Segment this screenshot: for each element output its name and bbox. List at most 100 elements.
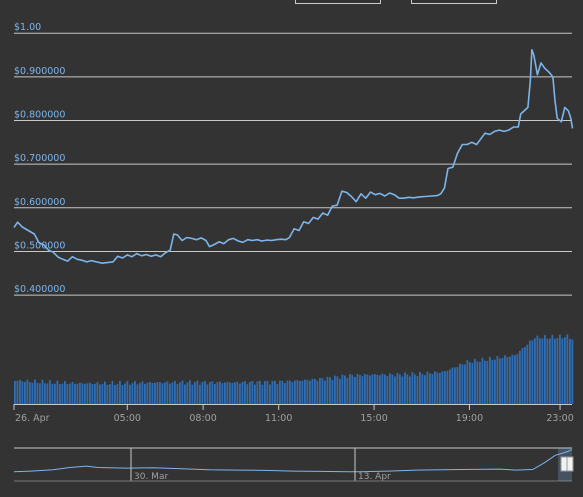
volume-bar bbox=[304, 379, 306, 404]
volume-bar bbox=[399, 374, 401, 404]
volume-bar bbox=[51, 383, 54, 404]
volume-bar bbox=[236, 381, 239, 404]
volume-bar bbox=[356, 373, 359, 404]
volume-bar bbox=[486, 360, 489, 404]
volume-bar bbox=[59, 384, 61, 404]
volume-bar bbox=[471, 362, 474, 404]
volume-bar bbox=[501, 358, 504, 404]
volume-bar bbox=[191, 384, 194, 404]
volume-bar bbox=[534, 338, 536, 404]
volume-bar bbox=[89, 382, 91, 404]
volume-bar bbox=[336, 376, 339, 404]
navigator[interactable]: 30. Mar 13. Apr bbox=[13, 447, 574, 482]
volume-bar bbox=[521, 348, 524, 404]
volume-bar bbox=[271, 380, 274, 404]
volume-bar bbox=[564, 337, 566, 404]
volume-bar bbox=[129, 384, 131, 404]
volume-bar bbox=[119, 380, 121, 404]
volume-bar bbox=[381, 373, 384, 404]
volume-bar bbox=[46, 383, 49, 404]
volume-bar bbox=[511, 354, 514, 404]
volume-bar bbox=[561, 338, 564, 404]
volume-bar bbox=[126, 380, 129, 404]
volume-bar bbox=[249, 381, 251, 404]
volume-bar bbox=[91, 384, 94, 404]
volume-bar bbox=[86, 383, 89, 404]
volume-bar bbox=[516, 353, 519, 404]
volume-bar bbox=[296, 380, 299, 404]
volume-bar bbox=[446, 370, 449, 404]
volume-bar bbox=[274, 380, 276, 404]
volume-bar bbox=[549, 338, 551, 404]
volume-bar bbox=[409, 376, 411, 404]
navigator-handle[interactable] bbox=[560, 456, 574, 472]
volume-bar bbox=[456, 367, 459, 404]
volume-bar bbox=[551, 334, 554, 404]
volume-bar bbox=[29, 382, 31, 404]
range-input-to[interactable] bbox=[411, 0, 497, 4]
volume-bar bbox=[104, 381, 106, 404]
volume-bar bbox=[384, 374, 386, 404]
volume-bar bbox=[316, 380, 319, 404]
volume-bar bbox=[474, 358, 476, 404]
volume-bar bbox=[434, 371, 436, 404]
volume-bar bbox=[354, 377, 356, 404]
volume-bar bbox=[54, 383, 56, 404]
volume-bar bbox=[309, 380, 311, 404]
volume-bar bbox=[349, 373, 351, 404]
volume-bar bbox=[21, 381, 24, 404]
volume-bar bbox=[401, 376, 404, 404]
navigator-handle-left[interactable] bbox=[560, 456, 568, 472]
volume-bar bbox=[346, 377, 349, 404]
volume-bar bbox=[429, 373, 431, 404]
volume-bar bbox=[69, 383, 71, 404]
volume-bar bbox=[221, 383, 224, 404]
volume-bar bbox=[251, 381, 254, 404]
volume-bar bbox=[269, 384, 271, 404]
volume-bar bbox=[166, 381, 169, 404]
volume-bar bbox=[416, 376, 419, 404]
volume-bar bbox=[361, 376, 364, 404]
volume-bar bbox=[326, 376, 329, 404]
volume-bar bbox=[281, 380, 284, 404]
navigator-handle-right[interactable] bbox=[566, 456, 574, 472]
volume-bar bbox=[49, 380, 51, 404]
volume-bar bbox=[34, 379, 36, 404]
volume-bar bbox=[421, 374, 424, 404]
volume-bar bbox=[436, 372, 439, 404]
volume-bar bbox=[294, 380, 296, 404]
volume-bar bbox=[374, 374, 376, 404]
volume-bar bbox=[241, 382, 244, 404]
volume-bar bbox=[244, 381, 246, 404]
volume-bar bbox=[464, 364, 466, 404]
volume-bar bbox=[194, 382, 196, 404]
volume-bar bbox=[154, 382, 156, 404]
price-series-line bbox=[13, 49, 574, 264]
volume-bar bbox=[386, 375, 389, 404]
volume-bar bbox=[159, 382, 161, 404]
price-axis-labels: $1.00 $0.900000 $0.800000 $0.700000 $0.60000… bbox=[14, 22, 65, 295]
range-input-from[interactable] bbox=[295, 0, 381, 4]
volume-bar bbox=[234, 382, 236, 404]
volume-bar bbox=[156, 382, 159, 404]
volume-bar bbox=[99, 384, 101, 404]
volume-bar bbox=[556, 337, 559, 404]
volume-bar bbox=[454, 367, 456, 404]
volume-bar bbox=[74, 383, 76, 404]
volume-bar bbox=[359, 374, 361, 404]
volume-bar bbox=[286, 380, 289, 404]
volume-bar bbox=[466, 360, 469, 404]
volume-bar bbox=[64, 381, 66, 404]
volume-bar bbox=[479, 362, 481, 404]
volume-bar bbox=[176, 384, 179, 404]
volume-bar bbox=[461, 364, 464, 404]
volume-bar bbox=[394, 376, 396, 404]
volume-bar bbox=[569, 338, 571, 404]
volume-bar bbox=[539, 338, 541, 404]
volume-bar bbox=[239, 383, 241, 404]
volume-bar bbox=[566, 334, 569, 404]
volume-bar bbox=[559, 334, 561, 404]
volume-bar bbox=[211, 381, 214, 404]
volume-bar bbox=[341, 374, 344, 404]
volume-bar bbox=[214, 383, 216, 404]
